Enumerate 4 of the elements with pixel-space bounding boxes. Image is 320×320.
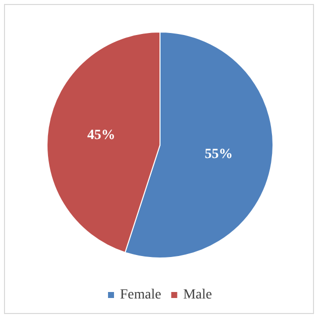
legend-label: Female xyxy=(120,288,162,302)
legend-label: Male xyxy=(183,288,212,302)
data-label: 45% xyxy=(87,128,116,144)
data-label: 55% xyxy=(204,146,233,162)
